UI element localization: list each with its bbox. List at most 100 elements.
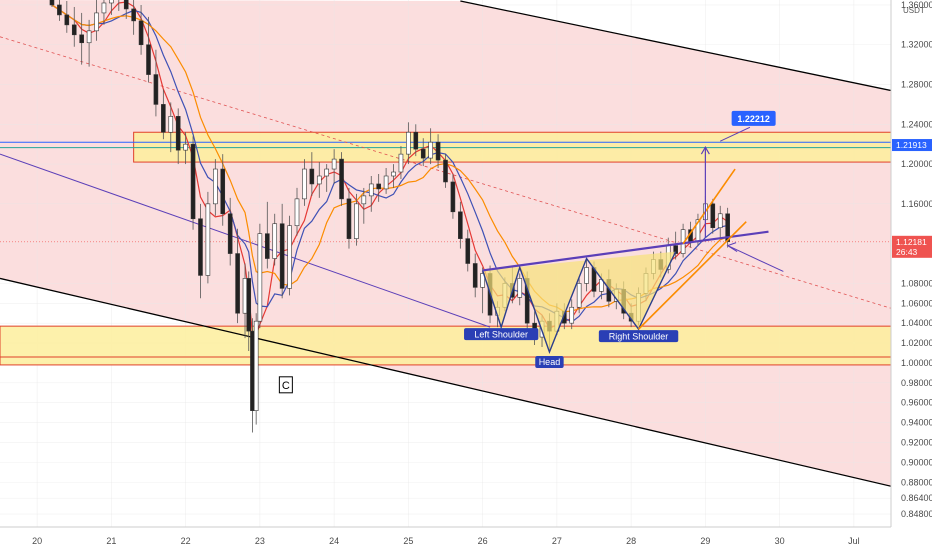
candle-body — [725, 213, 730, 242]
candle — [264, 201, 270, 269]
candle-body — [101, 2, 107, 14]
pattern-label-box — [598, 330, 679, 343]
y-tick-label: 1.28000 — [901, 80, 932, 90]
candle-body — [242, 278, 248, 314]
channel-upper-line — [460, 0, 892, 92]
candle — [205, 191, 211, 284]
support-zone — [0, 325, 892, 366]
candle-body — [450, 181, 456, 213]
candle-body — [287, 225, 292, 289]
neckline — [482, 230, 769, 272]
x-tick-label: 26 — [478, 536, 488, 546]
candle — [472, 253, 478, 298]
candle — [413, 124, 419, 157]
candle — [584, 259, 589, 292]
purple-trendline — [0, 153, 491, 328]
candle-body — [443, 159, 448, 183]
candle-body — [109, 0, 114, 4]
candle-body — [246, 278, 252, 332]
candle — [109, 0, 114, 15]
candle-body — [428, 141, 433, 159]
candle — [480, 267, 485, 314]
candle-body — [190, 143, 196, 220]
candle-body — [576, 283, 582, 308]
candle — [138, 4, 144, 55]
x-tick-label: 28 — [626, 536, 636, 546]
x-tick-label: 30 — [775, 536, 785, 546]
candle-body — [161, 104, 166, 133]
x-tick-label: 25 — [403, 536, 413, 546]
candle — [465, 229, 471, 272]
candle — [450, 174, 456, 219]
candle-body — [79, 34, 84, 44]
candle — [383, 168, 389, 194]
candle-body — [406, 131, 411, 155]
candle-body — [458, 211, 463, 239]
pattern-label-text: Right Shoulder — [609, 331, 669, 341]
candle-body — [49, 0, 55, 6]
candle-body — [94, 12, 99, 32]
candle — [435, 134, 441, 169]
target-price-box — [731, 110, 776, 126]
candle-body — [391, 171, 396, 177]
candle-body — [398, 153, 404, 173]
candle-body — [673, 245, 678, 254]
pattern-label-text: Left Shoulder — [474, 329, 528, 339]
candle-body — [569, 306, 575, 324]
candle-body — [383, 175, 389, 190]
candle-body — [316, 175, 322, 185]
candle-body — [57, 4, 62, 16]
channel-lower-line — [0, 277, 892, 487]
y-tick-label: 1.20000 — [901, 159, 932, 169]
pattern-label: Left Shoulder — [464, 328, 539, 341]
candle — [253, 313, 259, 425]
y-tick-label: 1.08000 — [901, 278, 932, 288]
candle — [146, 16, 151, 83]
candle-body — [376, 183, 381, 190]
pattern-label-text: Head — [539, 357, 561, 367]
candle — [220, 154, 226, 226]
x-tick-label: 20 — [32, 536, 42, 546]
current-price-countdown: 26:43 — [896, 247, 918, 257]
candle-body — [257, 233, 263, 322]
target-price-label: 1.22212 — [731, 110, 776, 126]
candle — [175, 108, 181, 165]
candle — [717, 205, 723, 238]
y-tick-label: 0.98000 — [901, 378, 932, 388]
candle-body — [354, 203, 359, 239]
candle-body — [331, 158, 337, 170]
candle-body — [368, 183, 374, 197]
target-arrow-head — [700, 145, 710, 155]
dashed-trend-line — [0, 36, 892, 309]
y-tick-label: 0.86400 — [901, 493, 932, 503]
candle-body — [146, 44, 151, 75]
y-axis-background — [891, 0, 932, 550]
candle-body — [324, 168, 330, 177]
candle — [443, 154, 448, 188]
candle — [316, 162, 322, 198]
current-price-text: 1.12181 — [896, 237, 927, 247]
retest-arrow-head — [726, 242, 738, 252]
candle — [428, 128, 433, 165]
candle — [458, 201, 463, 249]
candle — [64, 0, 70, 33]
current-price-box — [892, 235, 932, 258]
x-tick-label: 27 — [552, 536, 562, 546]
candle-body — [250, 330, 255, 411]
candle — [161, 89, 166, 140]
candle — [49, 0, 55, 7]
candle — [576, 277, 582, 314]
candle — [294, 187, 300, 236]
wave-c-text: C — [282, 380, 290, 392]
y-tick-label: 1.00000 — [901, 358, 932, 368]
candle — [153, 49, 159, 117]
candle — [287, 215, 292, 296]
candle-body — [420, 148, 426, 159]
candle-body — [584, 267, 589, 284]
x-tick-label: 29 — [700, 536, 710, 546]
pattern-label: Right Shoulder — [598, 330, 679, 343]
candle — [71, 6, 77, 47]
orange-channel-upper — [682, 168, 736, 245]
